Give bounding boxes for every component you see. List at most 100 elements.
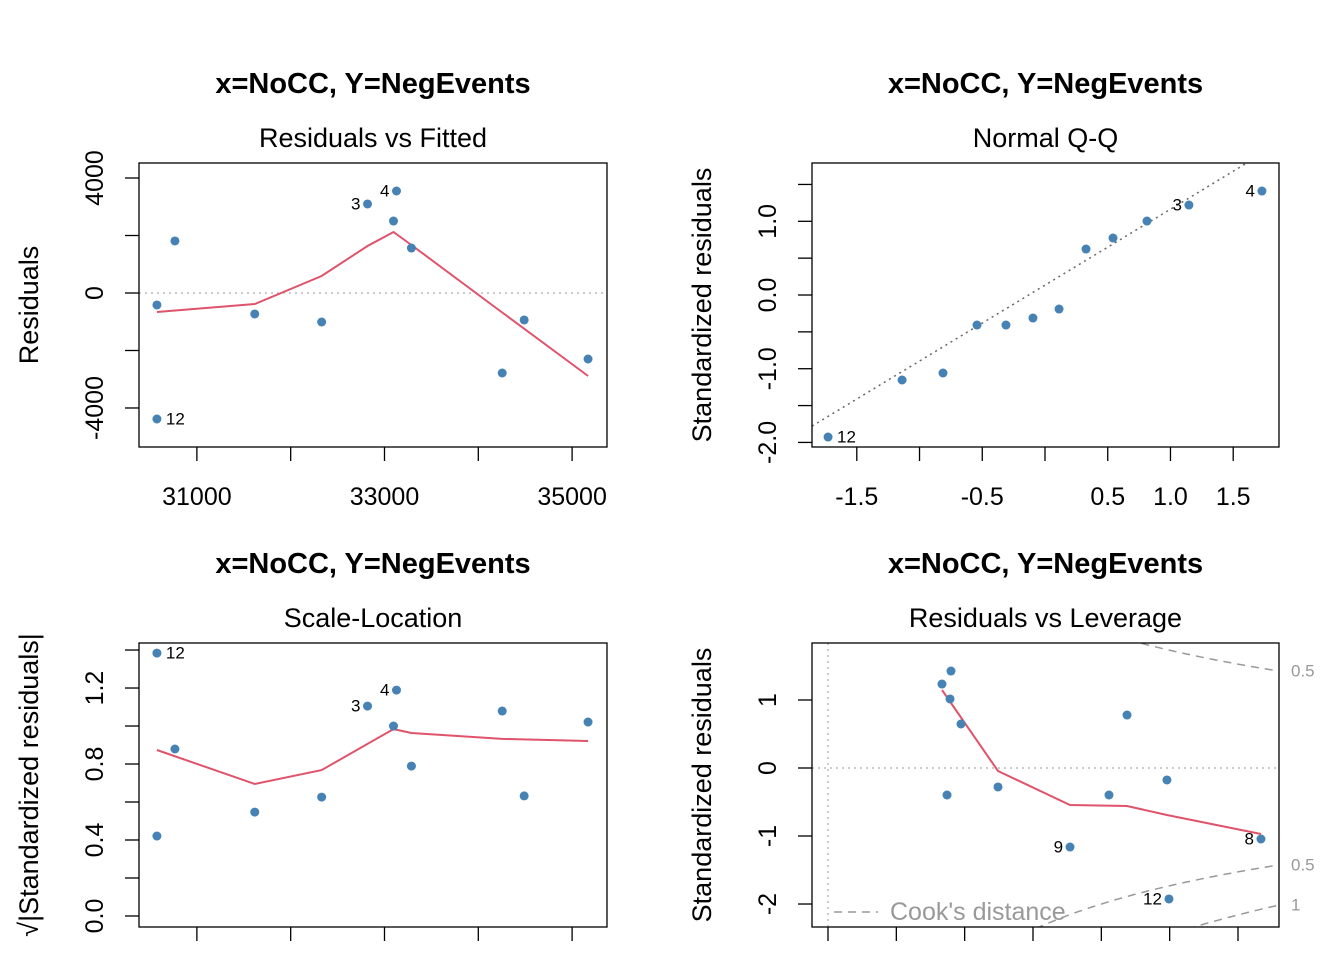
point: [406, 243, 416, 253]
point: [1162, 775, 1172, 785]
point: [391, 186, 401, 196]
point: [152, 648, 162, 658]
point-label: 12: [1143, 889, 1162, 908]
point: [388, 721, 398, 731]
point: [993, 782, 1003, 792]
panel: [812, 163, 1249, 427]
point: [1108, 233, 1118, 243]
cooks-contour: [1037, 864, 1279, 927]
point: [170, 236, 180, 246]
point-label: 4: [380, 182, 389, 201]
x-tick-label: 31000: [162, 483, 232, 511]
point: [823, 432, 833, 442]
point: [1028, 313, 1038, 323]
point-label: 12: [166, 409, 185, 428]
point: [946, 666, 956, 676]
point-label: 12: [166, 644, 185, 663]
y-axis-label: Standardized residuals: [687, 168, 717, 443]
y-tick-label: -4000: [81, 376, 109, 440]
chart-subtitle: Residuals vs Fitted: [259, 123, 487, 153]
chart-title: x=NoCC, Y=NegEvents: [215, 548, 530, 580]
chart-subtitle: Residuals vs Leverage: [909, 603, 1182, 633]
point: [363, 701, 373, 711]
point: [391, 685, 401, 695]
point: [1065, 842, 1075, 852]
cooks-label: 0.5: [1291, 855, 1315, 874]
y-axis-label: √|Standardized residuals|: [14, 633, 44, 937]
point: [519, 315, 529, 325]
point: [938, 368, 948, 378]
point: [1054, 304, 1064, 314]
y-tick-label: -1.0: [754, 347, 782, 390]
point: [363, 199, 373, 209]
plot-frame: [811, 642, 1280, 928]
point: [519, 791, 529, 801]
point: [250, 807, 260, 817]
y-tick-label: -2.0: [754, 421, 782, 464]
point: [152, 414, 162, 424]
y-tick-label: 4000: [81, 150, 109, 206]
point: [406, 761, 416, 771]
point: [317, 792, 327, 802]
chart-subtitle: Scale-Location: [284, 603, 463, 633]
point: [1257, 186, 1267, 196]
point: [388, 216, 398, 226]
point: [583, 354, 593, 364]
point: [1001, 320, 1011, 330]
panel: [156, 728, 589, 786]
point: [170, 744, 180, 754]
x-tick-label: -0.5: [961, 483, 1004, 511]
y-tick-label: 0.0: [81, 899, 109, 934]
point-label: 3: [351, 697, 360, 716]
plot-frame: [138, 162, 608, 448]
x-tick-label: 1.5: [1216, 483, 1251, 511]
point: [152, 831, 162, 841]
y-tick-label: 0.0: [754, 278, 782, 313]
y-axis-label: Residuals: [14, 246, 44, 365]
point-label: 4: [380, 681, 389, 700]
smooth-line: [941, 689, 1262, 835]
x-tick-label: 1.0: [1153, 483, 1188, 511]
plot-frame: [138, 642, 608, 928]
panel: [139, 230, 607, 377]
cooks-label: 1: [1291, 896, 1300, 915]
point-label: 8: [1244, 829, 1253, 848]
y-tick-label: 0.8: [81, 747, 109, 782]
plot-frame: [811, 162, 1280, 448]
point: [956, 719, 966, 729]
point: [945, 694, 955, 704]
point: [497, 706, 507, 716]
point: [250, 309, 260, 319]
y-tick-label: 1: [754, 693, 782, 707]
point-label: 12: [837, 428, 856, 447]
point: [897, 375, 907, 385]
panel: [812, 643, 1279, 927]
point: [1142, 216, 1152, 226]
chart-subtitle: Normal Q-Q: [973, 123, 1119, 153]
smooth-line: [156, 230, 589, 377]
point: [152, 300, 162, 310]
cooks-label: 0.5: [1291, 662, 1315, 681]
y-tick-label: 0.4: [81, 823, 109, 858]
y-axis-label: Standardized residuals: [687, 648, 717, 923]
y-tick-label: -1: [754, 825, 782, 847]
qq-line: [812, 163, 1249, 427]
y-tick-label: 0: [81, 286, 109, 300]
chart-title: x=NoCC, Y=NegEvents: [215, 68, 530, 100]
point: [1122, 710, 1132, 720]
point-label: 3: [351, 194, 360, 213]
point-label: 4: [1245, 182, 1254, 201]
point-label: 9: [1054, 838, 1063, 857]
point: [1184, 200, 1194, 210]
smooth-line: [156, 728, 589, 786]
x-tick-label: 33000: [350, 483, 420, 511]
x-tick-label: -1.5: [835, 483, 878, 511]
cooks-contour: [1191, 904, 1279, 927]
point: [972, 320, 982, 330]
chart-title: x=NoCC, Y=NegEvents: [888, 548, 1203, 580]
y-tick-label: 0: [754, 761, 782, 775]
y-tick-label: 1.0: [754, 204, 782, 239]
point: [1164, 894, 1174, 904]
point: [942, 790, 952, 800]
